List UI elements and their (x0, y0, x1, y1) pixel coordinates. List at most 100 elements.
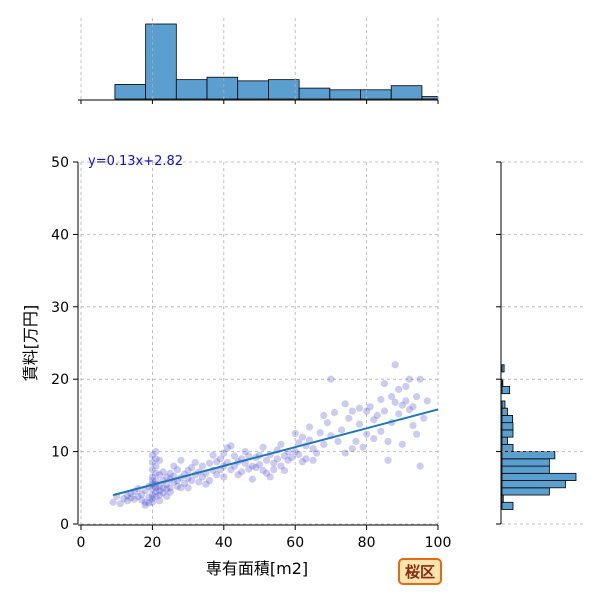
y-histogram-bar (501, 443, 514, 452)
data-point (359, 443, 367, 451)
data-point (288, 453, 296, 461)
data-point (366, 403, 374, 411)
data-point (152, 484, 160, 492)
data-point (420, 414, 428, 422)
data-point (223, 444, 231, 452)
data-point (234, 471, 242, 479)
data-point (245, 452, 253, 460)
data-point (198, 462, 206, 470)
data-point (266, 473, 274, 481)
y-tick-label: 10 (51, 445, 69, 461)
right-marginal-histogram (496, 161, 586, 525)
data-point (123, 497, 132, 505)
data-point (123, 492, 132, 500)
data-point (134, 492, 142, 501)
data-point (245, 465, 253, 473)
data-point (188, 476, 196, 485)
y-histogram-bar (501, 458, 550, 467)
data-point (130, 495, 139, 503)
data-point (152, 448, 160, 456)
data-point (363, 407, 371, 415)
data-point (402, 382, 410, 391)
data-point (159, 489, 167, 497)
data-point (412, 392, 421, 401)
data-point (309, 445, 317, 453)
data-point (391, 361, 399, 369)
x-tick-label: 100 (425, 535, 452, 551)
data-point (305, 436, 314, 444)
data-point (395, 410, 403, 418)
x-histogram-bar (145, 23, 177, 100)
regression-line (112, 408, 439, 497)
data-point (345, 414, 353, 422)
data-point (302, 455, 310, 463)
data-point (138, 490, 146, 498)
data-point (341, 400, 349, 408)
data-point (163, 492, 171, 501)
data-point (298, 458, 306, 466)
data-point (373, 411, 381, 419)
data-point (173, 482, 181, 490)
data-point (213, 458, 221, 466)
y-tick-label: 40 (51, 227, 69, 243)
data-point (352, 437, 360, 446)
x-axis-label: 専有面積[m2] (206, 559, 308, 578)
y-histogram-bar (501, 378, 504, 387)
data-point (263, 456, 271, 464)
main-gridlines (80, 161, 439, 525)
data-point (220, 473, 228, 481)
data-point (291, 429, 299, 438)
data-point (416, 375, 424, 383)
data-point (270, 466, 278, 474)
data-point (148, 451, 156, 459)
data-point (238, 468, 246, 476)
data-point (380, 379, 389, 388)
top-marginal-histogram (78, 18, 439, 104)
data-point (377, 427, 385, 435)
data-point (405, 375, 414, 383)
data-point (163, 473, 171, 481)
data-point (184, 484, 192, 492)
data-point (180, 479, 189, 488)
y-histogram-bar (501, 494, 504, 503)
data-point (409, 421, 417, 430)
data-point (227, 466, 235, 474)
data-point (141, 501, 149, 509)
y-histogram-bar (501, 429, 514, 438)
data-point (159, 468, 167, 476)
y-histogram-bar (501, 364, 505, 373)
data-point (152, 492, 160, 501)
x-histogram-bar (114, 84, 147, 100)
data-point (291, 448, 299, 456)
y-histogram-bar (501, 414, 513, 424)
data-point (148, 458, 156, 467)
data-point (384, 456, 392, 464)
data-point (170, 462, 178, 470)
data-point (141, 487, 149, 495)
data-point (295, 450, 303, 459)
data-point (355, 420, 364, 428)
data-point (155, 471, 164, 479)
data-point (338, 426, 346, 434)
data-point (148, 498, 156, 506)
y-tick-label: 20 (51, 372, 69, 388)
x-tick-label: 0 (77, 535, 86, 551)
data-point (280, 452, 289, 460)
data-point (202, 480, 210, 488)
data-point (323, 419, 331, 427)
y-tick-label: 30 (51, 300, 69, 316)
data-point (423, 397, 431, 405)
data-point (166, 484, 174, 492)
data-point (148, 485, 156, 493)
y-histogram-bar (501, 436, 508, 445)
data-point (398, 440, 406, 448)
data-point (155, 491, 164, 499)
data-point (163, 485, 171, 493)
data-point (191, 458, 199, 467)
x-histogram-bar (206, 76, 239, 100)
data-point (209, 451, 217, 459)
x-tick-label: 40 (215, 535, 233, 551)
scatter-points (109, 361, 431, 509)
y-tick-label: 50 (51, 155, 69, 171)
